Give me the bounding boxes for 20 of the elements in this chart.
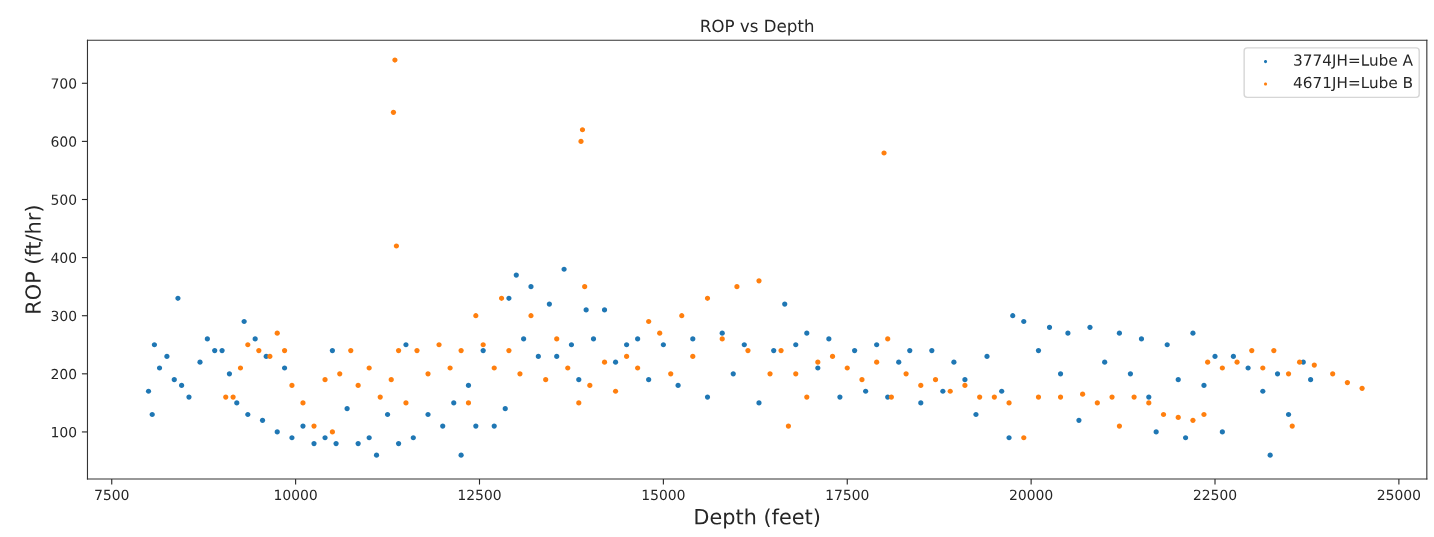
y-tick-label: 100 (52, 426, 77, 438)
y-axis-title: ROP (ft/hr) (24, 206, 44, 313)
legend-label: 4671JH=Lube B (1293, 76, 1412, 92)
y-tick-label: 600 (51, 136, 77, 147)
y-tick-label: 400 (51, 252, 77, 264)
y-tick-label: 300 (51, 310, 77, 322)
legend-label: 3774JH=Lube A (1294, 54, 1413, 69)
x-tick-label: 10000 (275, 489, 317, 501)
x-tick-label: 25000 (1377, 489, 1421, 501)
x-tick-label: 17500 (826, 489, 869, 501)
y-tick-label: 200 (51, 368, 77, 380)
x-tick-label: 20000 (1010, 489, 1053, 501)
y-tick-label: 700 (51, 78, 77, 89)
x-tick-label: 22500 (1193, 489, 1237, 501)
chart-title: ROP vs Depth (701, 19, 814, 36)
x-tick-label: 7500 (95, 489, 129, 501)
x-tick-label: 15000 (642, 489, 685, 501)
y-tick-label: 500 (51, 194, 77, 205)
x-tick-label: 12500 (458, 489, 501, 501)
x-axis-title: Depth (feet) (695, 508, 820, 529)
